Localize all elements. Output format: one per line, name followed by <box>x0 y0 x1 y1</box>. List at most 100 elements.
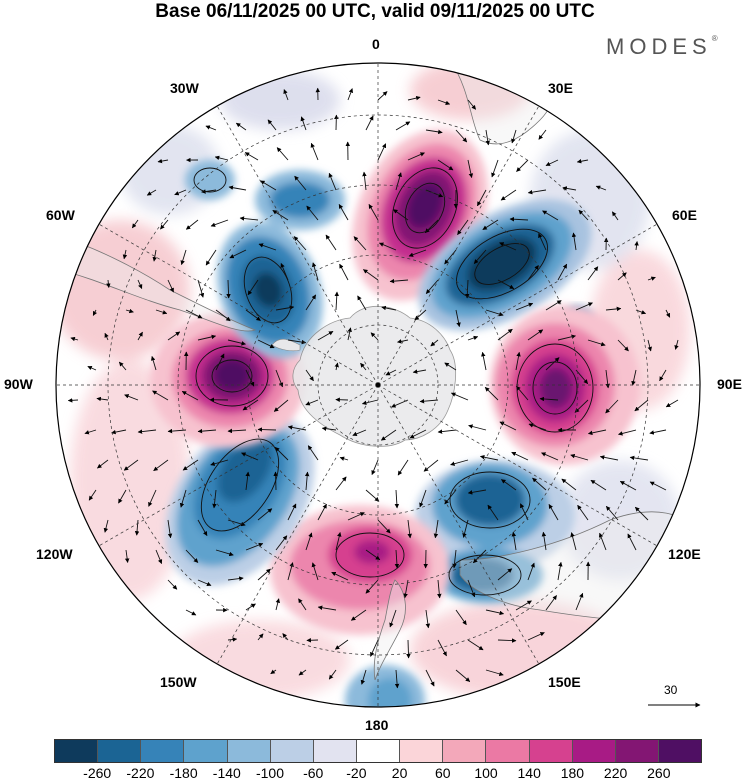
wind-arrow <box>273 399 289 412</box>
wind-arrow <box>394 669 400 689</box>
wind-arrow <box>103 519 109 533</box>
circulation-contours <box>193 167 594 596</box>
wind-arrow <box>377 143 387 161</box>
wind-arrow <box>618 429 637 436</box>
modes-logo-text: MODES <box>606 34 712 59</box>
wind-arrow <box>185 219 199 230</box>
wind-arrow <box>577 504 589 521</box>
wind-arrow <box>260 180 277 191</box>
wind-arrow <box>123 459 139 471</box>
wind-arrow <box>437 159 454 171</box>
wind-arrow <box>575 592 584 611</box>
wind-arrow <box>538 233 547 251</box>
wind-arrow <box>545 357 560 371</box>
wind-arrow <box>137 279 143 290</box>
wind-arrow <box>617 339 629 352</box>
wind-arrow <box>485 309 504 317</box>
wind-arrow <box>275 535 288 551</box>
colorbar-swatch <box>184 740 228 762</box>
wind-arrow <box>305 369 314 382</box>
wind-arrow <box>317 331 334 341</box>
wind-arrow <box>368 204 379 221</box>
wind-arrow <box>294 175 307 191</box>
wind-arrow <box>245 309 261 321</box>
wind-arrow <box>155 549 163 565</box>
wind-arrow <box>545 159 559 167</box>
wind-arrow <box>335 532 342 551</box>
wind-arrow <box>619 480 637 491</box>
wind-arrow <box>137 429 157 434</box>
wind-arrow <box>407 152 425 161</box>
wind-arrow <box>306 205 319 221</box>
wind-arrow <box>467 99 477 110</box>
wind-arrow <box>649 481 667 491</box>
colorbar-tick-label: -60 <box>303 765 324 781</box>
colorbar-swatch <box>270 740 314 762</box>
wind-arrow <box>527 265 539 281</box>
wind-arrow <box>245 542 264 551</box>
wind-arrow <box>365 115 374 131</box>
colorbar-swatch <box>400 740 444 762</box>
wind-arrow <box>391 399 409 408</box>
colorbar-tick-label: -100 <box>255 765 285 781</box>
wind-arrow <box>182 459 199 471</box>
wind-arrow <box>305 399 319 406</box>
wind-arrow <box>575 302 593 311</box>
wind-arrow <box>272 210 289 221</box>
wind-arrow <box>515 302 534 311</box>
wind-arrow <box>214 155 229 161</box>
map-disk <box>56 63 700 707</box>
wind-arrow <box>500 189 517 201</box>
wind-arrow <box>516 385 529 401</box>
wind-arrow <box>167 331 181 341</box>
colorbar-tick-label: 20 <box>391 765 408 781</box>
wind-arrow <box>305 294 317 311</box>
wind-arrow <box>576 159 589 164</box>
wind-arrow <box>425 669 435 687</box>
wind-arrow <box>197 279 205 298</box>
wind-arrow <box>293 236 307 251</box>
wind-arrow <box>578 209 589 221</box>
wind-arrow <box>370 639 379 657</box>
wind-arrow <box>511 451 529 461</box>
wind-arrow <box>634 506 649 521</box>
wind-arrow <box>311 562 319 581</box>
wind-arrow <box>328 669 337 680</box>
wind-arrow <box>539 396 559 402</box>
wind-arrow <box>385 369 397 376</box>
wind-arrow <box>511 129 517 144</box>
wind-arrow <box>197 428 217 434</box>
wind-arrow <box>665 309 671 318</box>
wind-arrow <box>467 489 487 495</box>
lon-label-180: 180 <box>365 717 389 733</box>
wind-arrow <box>257 508 273 521</box>
lon-label-150e: 150E <box>548 674 581 690</box>
wind-arrow <box>242 399 259 411</box>
wind-arrow <box>87 365 97 371</box>
colorbar-tick-label: 60 <box>435 765 451 781</box>
wind-arrow <box>397 339 409 344</box>
wind-arrow <box>491 159 499 178</box>
wind-arrow <box>328 172 337 191</box>
colorbar-swatch <box>572 740 616 762</box>
wind-arrow <box>595 185 607 191</box>
wind-arrow <box>425 279 439 294</box>
wind-arrow <box>570 453 589 461</box>
wind-arrow <box>227 576 244 581</box>
wind-arrow <box>541 452 559 461</box>
wind-arrow <box>298 669 307 676</box>
lon-label-60w: 60W <box>46 207 75 223</box>
wind-arrow <box>181 391 199 401</box>
wind-arrow <box>228 185 247 191</box>
wind-arrow <box>96 396 109 402</box>
wind-arrow <box>599 455 619 461</box>
wind-arrow <box>587 266 599 281</box>
wind-arrow <box>118 489 127 504</box>
lon-label-30e: 30E <box>548 80 573 96</box>
wind-arrow <box>430 339 439 347</box>
wind-arrow <box>84 429 97 435</box>
wind-arrow <box>205 249 217 266</box>
wind-arrow <box>627 533 637 551</box>
wind-arrow <box>370 332 379 341</box>
colorbar-tick-label: -260 <box>83 765 112 781</box>
